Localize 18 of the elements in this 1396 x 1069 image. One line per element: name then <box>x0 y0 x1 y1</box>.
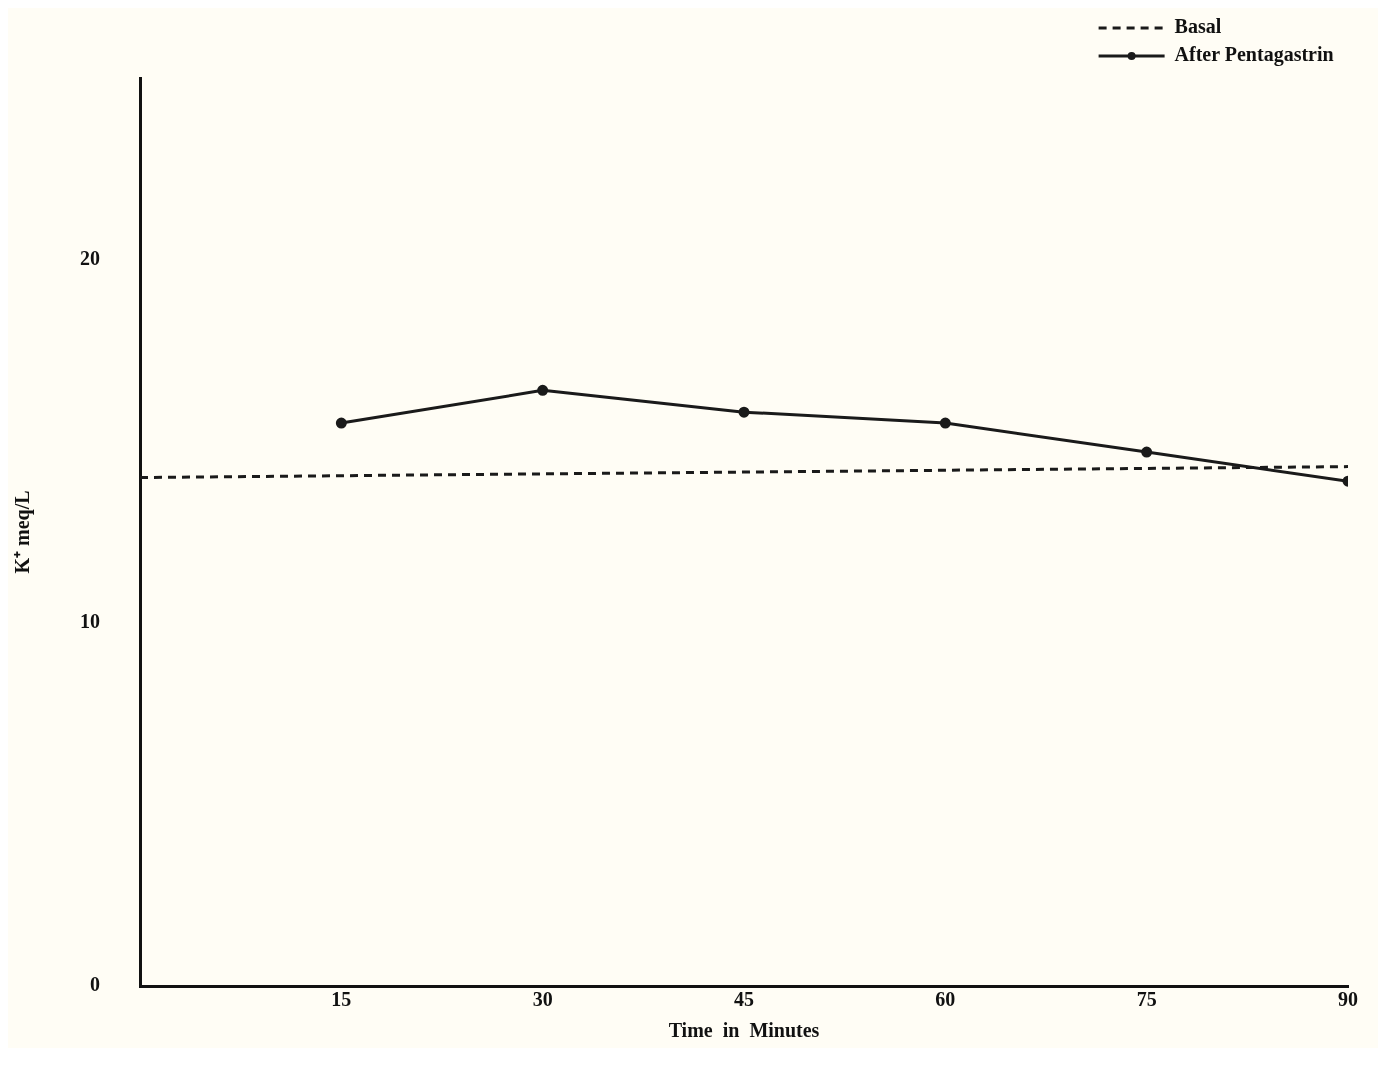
legend-label: Basal <box>1174 15 1222 38</box>
x-tick-label: 45 <box>734 988 754 1011</box>
y-tick-label: 20 <box>80 246 100 269</box>
y-tick-label: 0 <box>90 973 100 996</box>
legend-label: After Pentagastrin <box>1174 43 1334 67</box>
point <box>537 384 549 396</box>
x-tick-label: 15 <box>331 988 352 1011</box>
y-axis-title: K⁺ meq/L <box>11 490 35 574</box>
point <box>335 417 347 429</box>
x-tick-label: 75 <box>1136 988 1157 1011</box>
x-axis-title: Time in Minutes <box>668 1019 820 1042</box>
point <box>738 406 750 418</box>
point <box>939 417 951 429</box>
x-tick-label: 90 <box>1338 988 1358 1011</box>
x-tick-label: 30 <box>532 988 553 1011</box>
y-tick-label: 10 <box>80 609 100 632</box>
point <box>1141 446 1153 458</box>
x-tick-label: 60 <box>935 988 956 1011</box>
